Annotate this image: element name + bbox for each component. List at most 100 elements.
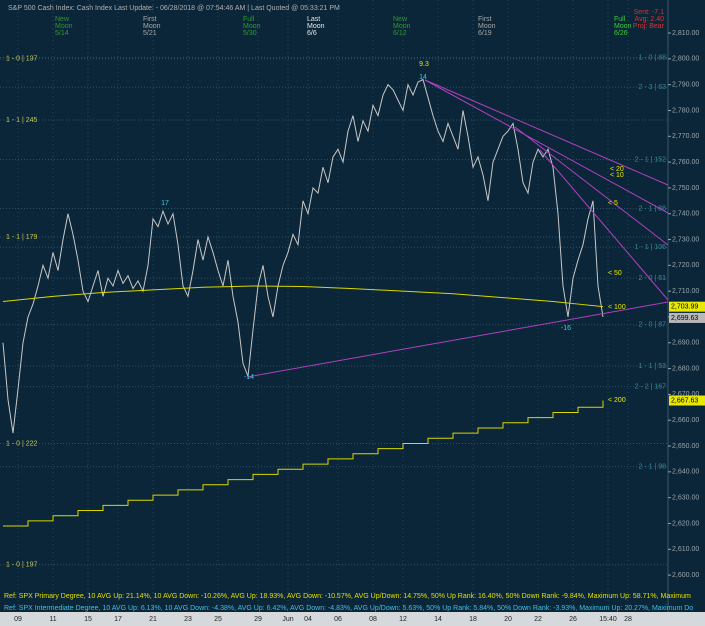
moon-label: Moon (55, 23, 73, 30)
series-line (2, 78, 604, 434)
y-tick-label: 2,730.00 (672, 236, 699, 243)
moon-label: 5/14 (55, 30, 69, 37)
price-tag-label: 2,699.63 (671, 315, 698, 322)
moon-label: Full (243, 16, 255, 23)
price-tag-label: 2,703.99 (671, 304, 698, 311)
y-tick-label: 2,600.00 (672, 572, 699, 579)
moon-label: First (143, 16, 157, 23)
annotation: < 20 (610, 166, 624, 173)
status-label: Proj: Bear (633, 23, 665, 30)
annotation: 9.3 (419, 61, 429, 68)
x-tick-label: 14 (434, 616, 442, 623)
x-axis-strip (0, 612, 705, 626)
level-label: 1 - 1 | 179 (6, 234, 38, 241)
y-tick-label: 2,790.00 (672, 82, 699, 89)
x-tick-label: 09 (14, 616, 22, 623)
annotation: < 50 (608, 270, 622, 277)
y-tick-label: 2,750.00 (672, 185, 699, 192)
level-label: 2 - 3 | 63 (638, 84, 666, 91)
x-tick-label: 20 (504, 616, 512, 623)
status-label: Avg: 2.40 (635, 16, 665, 23)
y-tick-label: 2,740.00 (672, 211, 699, 218)
moon-label: First (478, 16, 492, 23)
moon-label: New (55, 16, 70, 23)
y-tick-label: 2,720.00 (672, 262, 699, 269)
y-tick-label: 2,670.00 (672, 391, 699, 398)
level-label: 1 - 0 | 222 (6, 440, 38, 447)
x-tick-label: 25 (214, 616, 222, 623)
trendlines (246, 79, 669, 378)
annotation: < 10 (610, 172, 624, 179)
price-tag (669, 301, 705, 312)
x-tick-label: 04 (304, 616, 312, 623)
trendline (246, 301, 669, 378)
price-tag (669, 395, 705, 406)
footer-stats: Ref: SPX Primary Degree, 10 AVG Up: 21.1… (4, 593, 691, 600)
moon-label: 5/30 (243, 30, 257, 37)
level-label: 1 - 0 | 197 (6, 562, 38, 569)
price-tag (669, 312, 705, 323)
series-line (2, 285, 604, 308)
x-tick-label: 28 (624, 616, 632, 623)
x-tick-label: 17 (114, 616, 122, 623)
level-label: 1 - 0 | 197 (6, 56, 38, 63)
trendline (424, 79, 669, 214)
moon-label: New (393, 16, 408, 23)
moon-label: 5/21 (143, 30, 157, 37)
x-tick-label: 11 (49, 616, 56, 623)
moon-label: 6/6 (307, 30, 317, 37)
y-tick-label: 2,760.00 (672, 159, 699, 166)
y-tick-label: 2,630.00 (672, 494, 699, 501)
moon-label: Last (307, 16, 320, 23)
annotation: < 200 (608, 397, 626, 404)
x-tick-label: 06 (334, 616, 342, 623)
x-tick-label: 15 (84, 616, 92, 623)
annotation: < 100 (608, 304, 626, 311)
annotation: 17 (161, 200, 169, 207)
footer-stats: Ref: SPX Intermediate Degree, 10 AVG Up:… (4, 605, 693, 612)
moon-label: 6/26 (614, 30, 628, 37)
y-tick-label: 2,620.00 (672, 520, 699, 527)
level-label: 2 - 0 | 61 (638, 275, 666, 282)
annotation: 14 (419, 74, 427, 81)
x-tick-label: 18 (469, 616, 477, 623)
annotation: -14 (244, 374, 254, 381)
trendline (424, 79, 669, 186)
x-tick-label: 23 (184, 616, 192, 623)
y-tick-label: 2,680.00 (672, 365, 699, 372)
moon-label: Moon (478, 23, 496, 30)
annotation: < 5 (608, 200, 618, 207)
moon-label: Moon (143, 23, 161, 30)
y-tick-label: 2,710.00 (672, 288, 699, 295)
level-label: 1 - 0 | 88 (638, 54, 666, 61)
moon-label: Moon (243, 23, 261, 30)
level-label: 1 - 1 | 245 (6, 117, 38, 124)
moon-label: Moon (614, 23, 632, 30)
x-tick-label: 29 (254, 616, 262, 623)
moon-label: Full (614, 16, 626, 23)
x-tick-label: Jun (282, 616, 293, 623)
annotation: -16 (561, 325, 571, 332)
header: S&P 500 Cash Index: Cash Index Last Upda… (8, 5, 340, 12)
moon-label: 6/19 (478, 30, 492, 37)
level-label: 2 - 1 | 88 (638, 205, 666, 212)
y-tick-label: 2,770.00 (672, 133, 699, 140)
y-tick-label: 2,810.00 (672, 30, 699, 37)
level-label: 2 - 1 | 152 (635, 156, 667, 163)
status-label: Sent: -7.1 (634, 9, 664, 16)
moon-label: 6/12 (393, 30, 407, 37)
series-line (3, 400, 604, 527)
level-label: 1 - 1 | 106 (635, 244, 667, 251)
x-tick-label: 21 (149, 616, 157, 623)
level-label: 1 - 1 | 53 (638, 363, 666, 370)
level-label: 2 - 0 | 87 (638, 322, 666, 329)
y-tick-label: 2,690.00 (672, 340, 699, 347)
y-tick-label: 2,610.00 (672, 546, 699, 553)
trendline (514, 126, 669, 246)
moon-label: Moon (393, 23, 411, 30)
x-tick-label: 22 (534, 616, 542, 623)
moon-label: Moon (307, 23, 325, 30)
level-label: 2 - 2 | 167 (635, 384, 667, 391)
